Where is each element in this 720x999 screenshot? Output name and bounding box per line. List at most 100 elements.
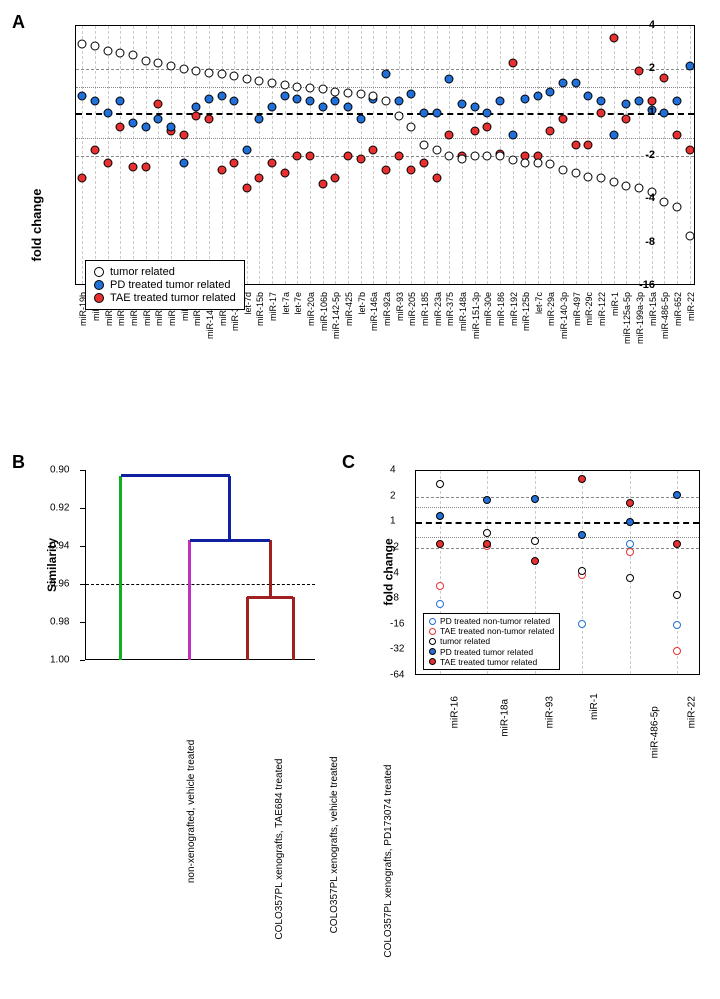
- marker: [609, 34, 618, 43]
- marker: [445, 152, 454, 161]
- marker: [483, 529, 491, 537]
- ytick-c: -64: [390, 670, 404, 681]
- marker: [445, 130, 454, 139]
- marker: [546, 159, 555, 168]
- xlabel-a: miR-186: [496, 292, 506, 326]
- marker: [685, 62, 694, 71]
- marker: [103, 158, 112, 167]
- marker: [382, 97, 391, 106]
- marker: [584, 140, 593, 149]
- marker: [508, 130, 517, 139]
- marker: [584, 92, 593, 101]
- ytick-a: -2: [645, 149, 655, 161]
- marker: [673, 491, 681, 499]
- marker: [559, 79, 568, 88]
- ytick-b: 0.96: [50, 579, 335, 590]
- marker: [78, 174, 87, 183]
- marker: [635, 97, 644, 106]
- xlabel-a: miR-146a: [369, 292, 379, 331]
- xlabel-a: miR-23a: [433, 292, 443, 326]
- xlabel-a: miR-140-3p: [559, 292, 569, 339]
- marker: [685, 231, 694, 240]
- marker: [90, 42, 99, 51]
- marker: [609, 130, 618, 139]
- xlabel-c: miR-486-5p: [649, 706, 660, 758]
- marker: [597, 174, 606, 183]
- xlabel-a: miR-125b: [521, 292, 531, 331]
- marker: [622, 181, 631, 190]
- marker: [179, 158, 188, 167]
- chart-a-plot: [75, 25, 695, 285]
- marker: [521, 94, 530, 103]
- marker: [154, 59, 163, 68]
- ytick-b: 0.90: [50, 465, 335, 476]
- marker: [457, 154, 466, 163]
- xlabel-a: let-7e: [293, 292, 303, 315]
- marker: [626, 499, 634, 507]
- marker: [344, 102, 353, 111]
- xlabel-a: miR-15b: [255, 292, 265, 326]
- marker: [533, 158, 542, 167]
- ytick-c: -32: [390, 644, 404, 655]
- xlabel-a: miR-106b: [319, 292, 329, 331]
- xlabel-a: miR-205: [407, 292, 417, 326]
- ytick-b: 0.98: [50, 617, 335, 628]
- marker: [571, 79, 580, 88]
- marker: [495, 97, 504, 106]
- panel-a: A fold change miR-19bmiR-16miR-19amiR-19…: [10, 10, 710, 440]
- marker: [483, 108, 492, 117]
- marker: [673, 621, 681, 629]
- marker: [673, 647, 681, 655]
- ytick-a: 1: [649, 106, 655, 118]
- xlabel-a: miR-22: [686, 292, 696, 321]
- xlabel-c: miR-16: [449, 696, 460, 728]
- marker: [230, 97, 239, 106]
- ytick-a: -16: [639, 279, 655, 291]
- marker: [584, 172, 593, 181]
- marker: [166, 122, 175, 131]
- marker: [470, 152, 479, 161]
- marker: [382, 70, 391, 79]
- xlabel-a: let-7c: [534, 292, 544, 314]
- marker: [331, 174, 340, 183]
- xlabel-a: miR-125a-5p: [622, 292, 632, 344]
- marker: [660, 197, 669, 206]
- marker: [356, 89, 365, 98]
- marker: [306, 97, 315, 106]
- legend-a: tumor relatedPD treated tumor relatedTAE…: [85, 260, 245, 310]
- marker: [533, 92, 542, 101]
- xlabel-a: miR-17: [268, 292, 278, 321]
- marker: [571, 169, 580, 178]
- marker: [204, 68, 213, 77]
- marker: [445, 75, 454, 84]
- panel-c-label: C: [342, 452, 355, 473]
- xlabel-b: non-xenografted, vehicle treated: [186, 740, 197, 883]
- marker: [192, 111, 201, 120]
- xlabel-a: miR-425: [344, 292, 354, 326]
- panel-b: B Similarity 0.900.920.940.960.981.00non…: [10, 450, 340, 870]
- ytick-c: -2: [390, 541, 399, 552]
- marker: [306, 152, 315, 161]
- xlabel-a: miR-151-3p: [471, 292, 481, 339]
- marker: [432, 108, 441, 117]
- ytick-b: 0.92: [50, 503, 335, 514]
- marker: [116, 97, 125, 106]
- xlabel-a: miR-122: [597, 292, 607, 326]
- ytick-a: 2: [649, 62, 655, 74]
- xlabel-a: miR-199a-3p: [635, 292, 645, 344]
- marker: [508, 59, 517, 68]
- marker: [546, 126, 555, 135]
- marker: [673, 97, 682, 106]
- ytick-b: 1.00: [50, 655, 335, 666]
- marker: [217, 70, 226, 79]
- marker: [578, 567, 586, 575]
- marker: [242, 183, 251, 192]
- xlabel-a: miR-93: [395, 292, 405, 321]
- legend-row: TAE treated tumor related: [429, 657, 554, 667]
- marker: [293, 83, 302, 92]
- marker: [407, 165, 416, 174]
- ytick-c: 4: [390, 465, 396, 476]
- ytick-c: -4: [390, 567, 399, 578]
- marker: [546, 87, 555, 96]
- marker: [622, 115, 631, 124]
